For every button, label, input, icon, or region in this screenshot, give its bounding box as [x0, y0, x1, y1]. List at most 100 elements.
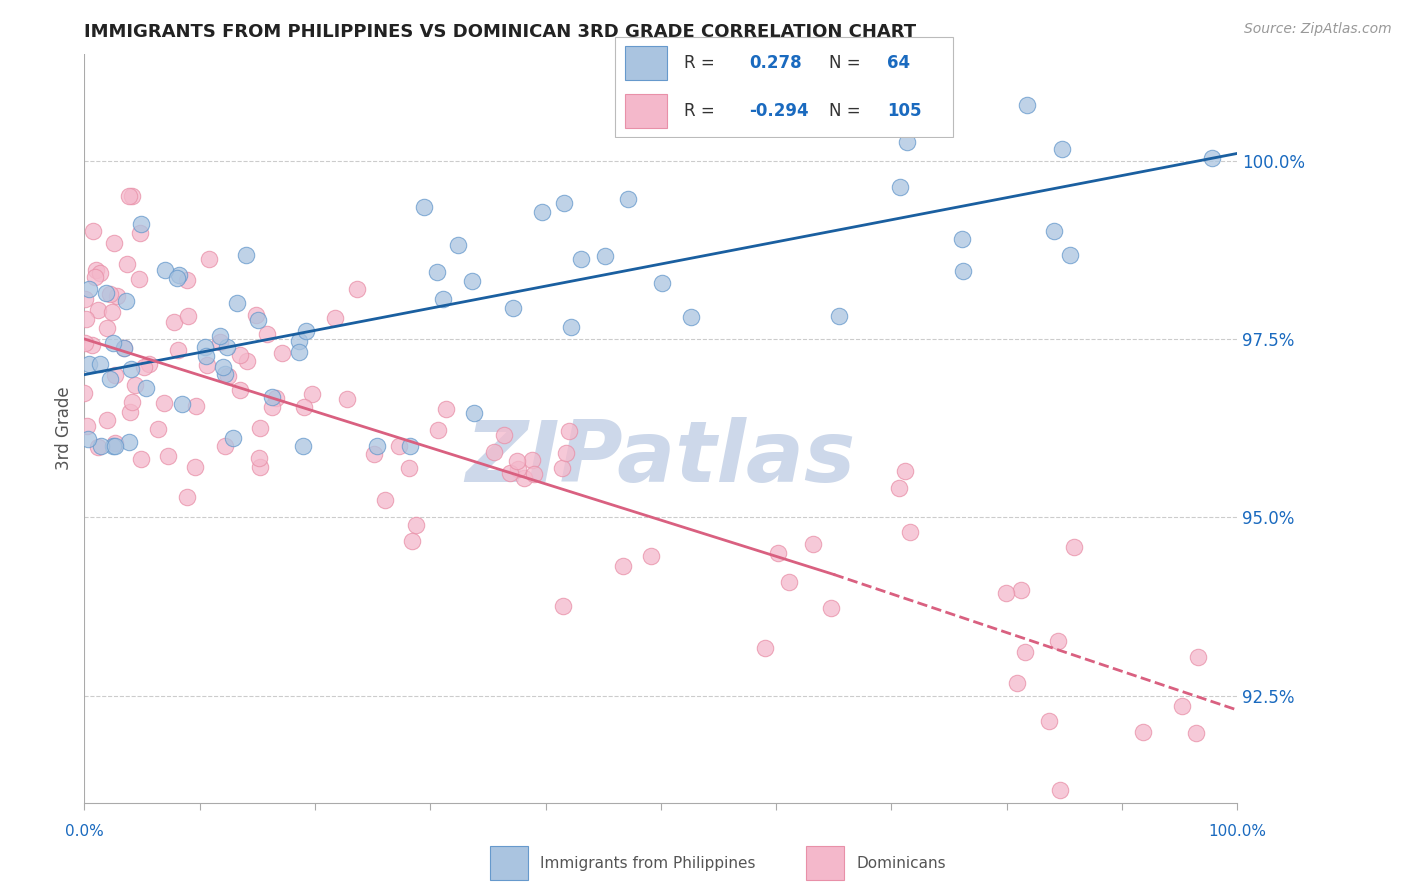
Point: [1063, 541, 1085, 555]
Point: [893, 96, 915, 111]
Point: [262, 401, 284, 415]
Point: [494, 428, 516, 442]
Point: [346, 281, 368, 295]
Point: [73, 386, 96, 401]
Text: R =: R =: [683, 54, 714, 72]
Point: [235, 248, 257, 262]
Point: [893, 463, 915, 477]
Text: -0.294: -0.294: [749, 102, 808, 120]
Point: [214, 367, 236, 381]
Point: [124, 377, 146, 392]
Point: [96, 320, 118, 334]
Text: 64: 64: [887, 54, 910, 72]
Point: [176, 490, 198, 504]
Point: [112, 341, 135, 355]
Point: [295, 324, 318, 338]
Point: [245, 308, 267, 322]
Point: [118, 435, 141, 450]
Point: [463, 406, 485, 420]
Point: [398, 461, 420, 475]
Point: [593, 249, 616, 263]
Point: [555, 446, 578, 460]
Point: [212, 360, 235, 375]
Point: [271, 346, 294, 360]
Point: [77, 432, 100, 446]
Point: [950, 232, 973, 246]
Point: [803, 537, 825, 551]
Point: [229, 348, 252, 362]
Point: [76, 419, 98, 434]
Point: [166, 270, 188, 285]
Text: R =: R =: [683, 102, 714, 120]
Point: [1049, 783, 1071, 797]
Point: [498, 467, 520, 481]
Point: [513, 471, 536, 485]
Point: [89, 266, 111, 280]
Point: [388, 439, 411, 453]
Point: [77, 357, 100, 371]
Point: [1043, 223, 1066, 237]
Point: [90, 439, 112, 453]
Point: [432, 292, 454, 306]
Point: [551, 461, 574, 475]
Point: [101, 439, 124, 453]
Point: [128, 272, 150, 286]
Text: N =: N =: [828, 54, 860, 72]
Point: [167, 343, 190, 357]
Point: [186, 399, 208, 413]
Point: [221, 431, 243, 445]
Point: [208, 334, 231, 349]
Text: 0.0%: 0.0%: [65, 824, 104, 839]
Point: [1038, 714, 1060, 728]
Point: [215, 340, 238, 354]
Point: [84, 263, 107, 277]
Point: [703, 96, 725, 111]
Point: [505, 453, 527, 467]
FancyBboxPatch shape: [614, 37, 953, 137]
Text: 100.0%: 100.0%: [1208, 824, 1267, 839]
Point: [98, 286, 121, 301]
Point: [217, 368, 239, 383]
Point: [153, 396, 176, 410]
Point: [73, 336, 96, 351]
Point: [640, 549, 662, 563]
Point: [399, 439, 422, 453]
Point: [1046, 634, 1069, 648]
Text: 105: 105: [887, 102, 922, 120]
Point: [153, 263, 176, 277]
Point: [104, 439, 127, 453]
Point: [1014, 645, 1036, 659]
Point: [447, 238, 470, 252]
Point: [889, 179, 911, 194]
Point: [128, 227, 150, 241]
Point: [112, 341, 135, 355]
Point: [522, 453, 544, 467]
Point: [766, 546, 789, 560]
Point: [553, 195, 575, 210]
Point: [80, 338, 103, 352]
Point: [120, 361, 142, 376]
Point: [195, 358, 218, 372]
Point: [229, 383, 252, 397]
Point: [96, 285, 118, 300]
Point: [118, 189, 141, 203]
Point: [249, 421, 271, 435]
Point: [129, 217, 152, 231]
Point: [209, 329, 232, 343]
Point: [121, 189, 143, 203]
Point: [325, 310, 347, 325]
Point: [288, 345, 311, 359]
Text: ZIPatlas: ZIPatlas: [465, 417, 856, 500]
Point: [121, 395, 143, 409]
Point: [434, 401, 457, 416]
Point: [246, 313, 269, 327]
Point: [177, 310, 200, 324]
Point: [828, 309, 851, 323]
Point: [138, 357, 160, 371]
Text: Dominicans: Dominicans: [856, 855, 946, 871]
Point: [288, 334, 311, 348]
Point: [366, 439, 388, 453]
Point: [247, 451, 270, 466]
Point: [194, 340, 217, 354]
Point: [898, 525, 921, 540]
